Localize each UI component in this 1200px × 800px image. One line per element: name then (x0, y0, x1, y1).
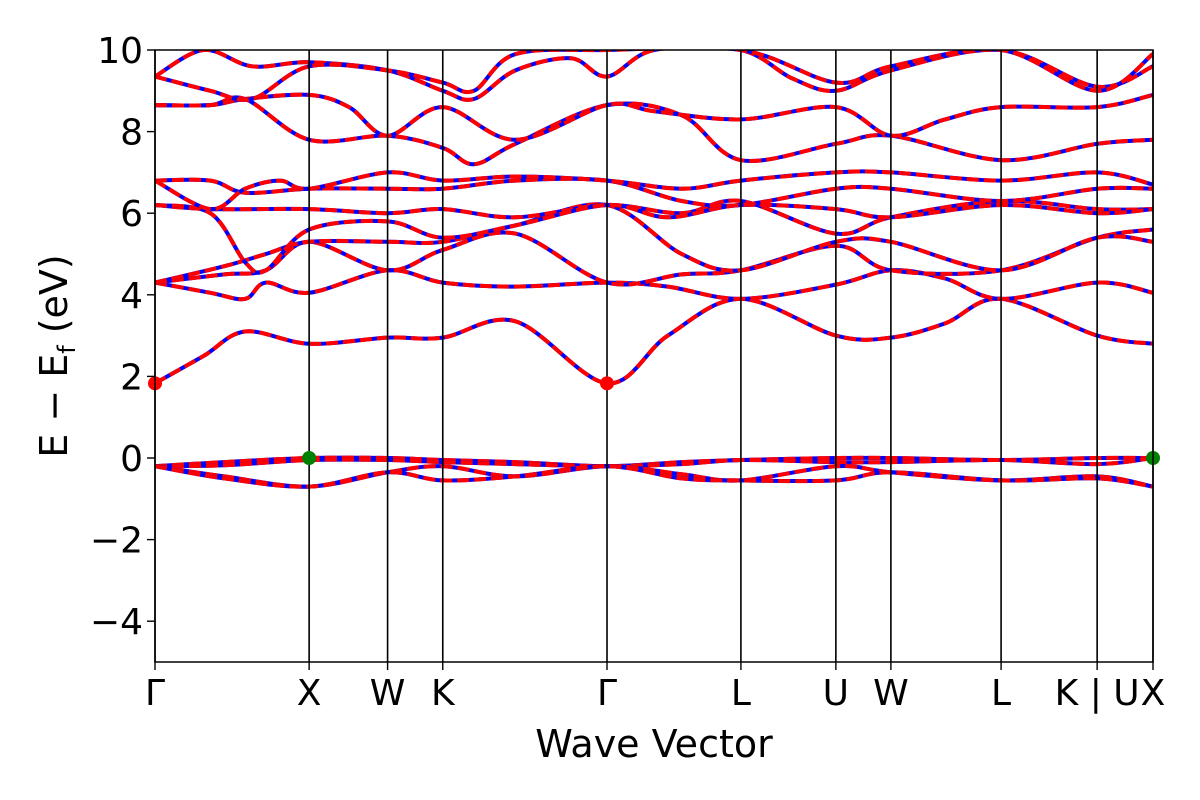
y-tick-label: 6 (120, 194, 143, 235)
band-line-dashed-10 (155, 176, 1153, 208)
x-axis-title: Wave Vector (535, 722, 773, 766)
y-tick-label: 8 (120, 113, 143, 154)
band-line-dashed-3 (155, 464, 1153, 489)
x-tick-label: K | U (1055, 673, 1140, 714)
band-line-solid-15 (155, 50, 1153, 102)
y-tick-label: −4 (90, 602, 143, 643)
band-line-solid-6 (155, 227, 1153, 287)
x-tick-label: Γ (145, 673, 165, 714)
y-axis-title: E − Ef (eV) (32, 254, 81, 458)
x-tick-label: L (731, 673, 751, 714)
x-tick-label: K (431, 673, 456, 714)
y-tick-label: −2 (90, 521, 143, 562)
y-axis-ticks: −4 −2 0 2 4 6 8 10 (90, 31, 155, 643)
y-tick-label: 4 (120, 276, 143, 317)
band-line-solid-13 (155, 92, 1153, 142)
plot-frame (154, 49, 1154, 663)
band-line-dashed-5 (155, 268, 1153, 302)
x-tick-label: U (823, 673, 849, 714)
bands-layer (155, 50, 1153, 489)
y-axis-title-unit: (eV) (32, 254, 76, 333)
y-tick-label: 2 (120, 357, 143, 398)
band-line-dashed-15 (155, 50, 1153, 102)
band-line-solid-4 (155, 296, 1153, 386)
band-line-dashed-14 (155, 50, 1153, 102)
band-line-dashed-2 (155, 463, 1153, 489)
band-line-dashed-13 (155, 92, 1153, 142)
band-line-solid-14 (155, 50, 1153, 102)
kpoint-divider-lines (154, 50, 1154, 662)
band-line-dashed-11 (155, 169, 1153, 212)
y-axis-title-main: E − E (32, 354, 76, 458)
cbm-marker (600, 376, 615, 391)
y-tick-label: 10 (97, 31, 143, 72)
y-tick-label: 0 (120, 439, 143, 480)
extrema-markers (148, 376, 1160, 465)
x-tick-label: W (370, 673, 406, 714)
band-line-dashed-4 (155, 296, 1153, 386)
x-tick-label: X (297, 673, 322, 714)
x-tick-label: W (873, 673, 909, 714)
band-line-dashed-9 (155, 202, 1153, 275)
band-line-dashed-6 (155, 227, 1153, 287)
x-tick-label: L (991, 673, 1011, 714)
y-axis-title-subscript: f (53, 345, 81, 354)
x-tick-label: X (1141, 673, 1166, 714)
x-tick-label: Γ (597, 673, 617, 714)
vbm-marker (302, 451, 317, 465)
